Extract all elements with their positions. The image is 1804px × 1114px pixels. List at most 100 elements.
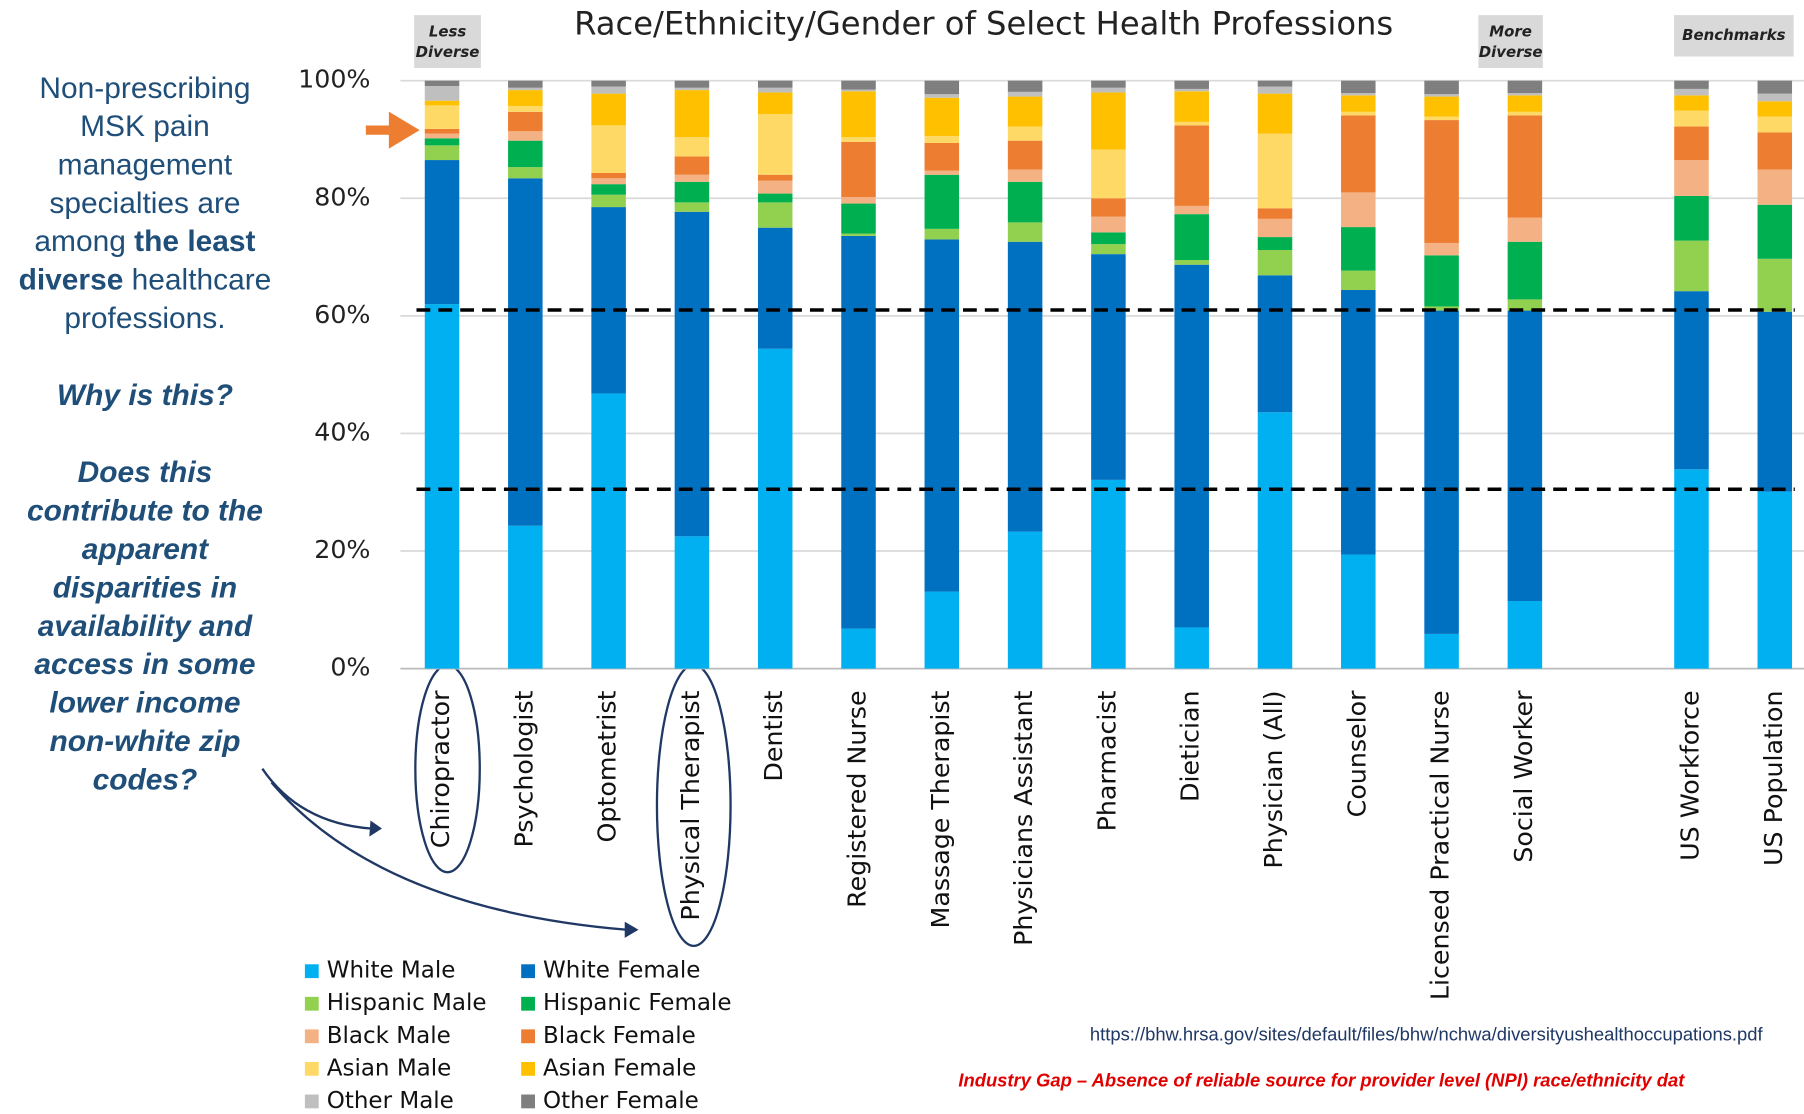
bar-segment (1757, 169, 1793, 205)
side-note-line: diverse healthcare (19, 263, 272, 296)
bar-segment (1341, 270, 1376, 290)
bar-segment (924, 228, 960, 240)
side-note-line: management (58, 148, 233, 181)
bar-segment (841, 235, 876, 629)
bar-segment (757, 348, 793, 669)
y-tick-label: 0% (330, 653, 370, 682)
bar-segment (424, 160, 460, 305)
bar-segment (1257, 93, 1293, 134)
callout-arrow (261, 768, 371, 830)
bar-segment (1674, 195, 1709, 241)
bar-segment (1174, 627, 1209, 669)
bar-segment (1757, 80, 1793, 94)
bar-segment (1507, 80, 1543, 94)
header-label: Diverse (1479, 43, 1543, 61)
bar-segment (1007, 169, 1043, 182)
question-line: contribute to the (27, 494, 263, 527)
arrow-head (369, 820, 382, 837)
bar-segment (424, 105, 460, 129)
y-tick-label: 40% (314, 417, 370, 446)
bar-segment (1174, 214, 1209, 261)
bar-segment (1007, 140, 1043, 170)
header-box (414, 15, 481, 69)
bar-segment (1174, 125, 1209, 206)
x-tick-label: Physician (All) (1259, 690, 1288, 868)
bar-segment (1007, 80, 1043, 92)
bar-segment (1091, 198, 1126, 217)
bar-segment (591, 194, 626, 208)
bar-segment (1341, 95, 1376, 112)
bar-segment (424, 145, 460, 161)
bar-segment (1507, 115, 1543, 218)
bar-segment (1507, 299, 1543, 311)
header-box (1478, 15, 1543, 69)
header-label: Benchmarks (1682, 26, 1786, 44)
bar-segment (1507, 217, 1543, 242)
bar-segment (841, 203, 876, 234)
x-tick-label: Pharmacist (1092, 690, 1121, 831)
bar-segment (841, 233, 876, 236)
legend-label: Other Male (327, 1088, 454, 1114)
bar-segment (674, 90, 710, 138)
bar-segment (508, 178, 543, 526)
bar-segment (1757, 132, 1793, 170)
bar-segment (1507, 111, 1543, 116)
bar-segment (1674, 110, 1709, 127)
side-note-part: the least (134, 225, 255, 258)
legend-label: Asian Male (327, 1055, 452, 1081)
bar-segment (1007, 531, 1043, 669)
bar-segment (591, 93, 626, 126)
chart-title: Race/Ethnicity/Gender of Select Health P… (574, 4, 1393, 42)
bar-segment (924, 135, 960, 144)
bar-segment (1757, 311, 1793, 492)
bar-segment (591, 172, 626, 179)
legend-swatch (521, 964, 535, 979)
bar-segment (1424, 96, 1459, 117)
legend-label: Asian Female (543, 1055, 696, 1081)
x-tick-label: Dietician (1176, 690, 1205, 802)
y-tick-label: 20% (314, 535, 370, 564)
x-tick-label: Chiropractor (426, 690, 455, 848)
bar-segment (924, 239, 960, 592)
bar-segment (1674, 95, 1709, 111)
bar-segment (508, 87, 543, 91)
question-line: Does this (78, 456, 213, 489)
bar-segment (1341, 93, 1376, 96)
bar-segment (674, 536, 710, 669)
bar-segment (1007, 91, 1043, 97)
bar-segment (1174, 88, 1209, 92)
source-url: https://bhw.hrsa.gov/sites/default/files… (1090, 1023, 1764, 1044)
callout-arrow (270, 781, 628, 931)
bar-segment (1174, 91, 1209, 122)
bar-segment (841, 89, 876, 92)
bar-segment (1007, 241, 1043, 532)
bar-segment (1341, 80, 1376, 94)
bar-segment (757, 114, 793, 175)
bar-segment (591, 207, 626, 394)
bar-segment (1507, 241, 1543, 300)
x-tick-label: Social Worker (1509, 690, 1538, 863)
header-label: Less (429, 22, 467, 40)
bar-segment (1424, 255, 1459, 307)
bar-segment (1341, 115, 1376, 193)
bar-segment (1507, 93, 1543, 96)
bar-segment (1757, 258, 1793, 312)
bar-segment (1091, 149, 1126, 199)
bar-segment (841, 80, 876, 90)
legend-label: White Male (327, 958, 456, 984)
x-tick-label: Physicians Assistant (1009, 690, 1038, 945)
legend-swatch (521, 996, 535, 1011)
bar-segment (1091, 479, 1126, 669)
side-note-part: management (58, 148, 233, 181)
question-line: codes? (93, 763, 198, 796)
bar-segment (1424, 306, 1459, 311)
bar-segment (591, 86, 626, 94)
bar-segment (841, 197, 876, 204)
side-note-line: specialties are (49, 187, 240, 220)
legend-swatch (304, 1029, 319, 1044)
bar-segment (508, 140, 543, 168)
bar-segment (1341, 289, 1376, 555)
bar-segment (424, 133, 460, 139)
bar-segment (1674, 80, 1709, 89)
